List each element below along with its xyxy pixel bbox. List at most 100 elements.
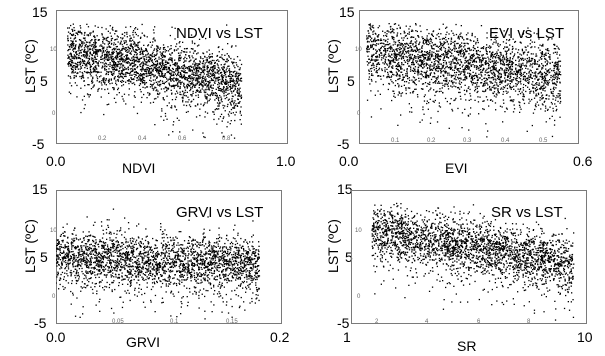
scatter-point bbox=[529, 100, 531, 102]
scatter-point bbox=[131, 82, 133, 85]
x-minor-tick-label: 0.2 bbox=[98, 136, 107, 142]
scatter-point bbox=[207, 80, 209, 83]
scatter-point bbox=[194, 74, 197, 77]
scatter-point bbox=[512, 38, 514, 40]
scatter-point bbox=[88, 58, 91, 61]
scatter-point bbox=[543, 101, 545, 103]
scatter-point bbox=[443, 75, 445, 77]
scatter-point bbox=[123, 100, 125, 102]
scatter-point bbox=[438, 90, 440, 93]
scatter-point bbox=[215, 108, 218, 110]
scatter-point bbox=[403, 32, 405, 34]
scatter-point bbox=[155, 64, 157, 66]
scatter-point bbox=[223, 136, 225, 138]
scatter-point bbox=[369, 27, 371, 29]
scatter-point bbox=[495, 87, 497, 89]
scatter-point bbox=[139, 79, 141, 81]
scatter-point bbox=[478, 58, 480, 60]
scatter-point bbox=[545, 107, 547, 109]
scatter-point bbox=[236, 91, 238, 93]
scatter-point bbox=[78, 46, 80, 49]
scatter-point bbox=[89, 94, 91, 96]
scatter-point bbox=[483, 57, 485, 59]
scatter-point bbox=[142, 86, 144, 88]
scatter-point bbox=[457, 62, 459, 65]
scatter-point bbox=[402, 76, 404, 78]
scatter-point bbox=[224, 74, 227, 76]
scatter-point bbox=[144, 83, 146, 86]
scatter-point bbox=[504, 85, 507, 87]
scatter-point bbox=[119, 60, 121, 62]
scatter-point bbox=[175, 65, 177, 67]
scatter-point bbox=[157, 69, 159, 72]
scatter-point bbox=[101, 65, 104, 67]
scatter-point bbox=[397, 94, 399, 96]
scatter-point bbox=[138, 61, 140, 63]
scatter-point bbox=[71, 59, 73, 62]
scatter-point bbox=[424, 56, 427, 59]
scatter-point bbox=[536, 83, 538, 86]
scatter-point bbox=[553, 67, 555, 70]
scatter-point bbox=[469, 58, 471, 60]
scatter-point bbox=[141, 67, 144, 69]
scatter-point bbox=[77, 68, 79, 70]
scatter-point bbox=[458, 88, 461, 90]
scatter-point bbox=[426, 37, 428, 39]
scatter-point bbox=[519, 92, 522, 95]
scatter-point bbox=[517, 93, 519, 96]
scatter-point bbox=[455, 74, 457, 76]
scatter-point bbox=[159, 64, 161, 66]
scatter-point bbox=[195, 71, 197, 73]
scatter-point bbox=[417, 53, 419, 56]
scatter-point bbox=[223, 116, 225, 118]
scatter-point bbox=[96, 49, 99, 51]
scatter-point bbox=[103, 77, 105, 79]
scatter-point bbox=[70, 24, 72, 27]
scatter-point bbox=[156, 83, 159, 85]
scatter-point bbox=[467, 43, 469, 45]
scatter-point bbox=[398, 62, 400, 64]
scatter-point bbox=[372, 47, 375, 50]
scatter-point bbox=[472, 71, 474, 73]
scatter-point bbox=[217, 80, 219, 82]
scatter-point bbox=[407, 52, 410, 54]
scatter-point bbox=[198, 78, 200, 80]
scatter-point bbox=[530, 46, 532, 49]
scatter-point bbox=[119, 53, 121, 55]
scatter-point bbox=[498, 69, 501, 71]
scatter-point bbox=[391, 67, 393, 69]
scatter-point bbox=[462, 53, 464, 55]
scatter-point bbox=[149, 93, 151, 95]
scatter-point bbox=[108, 51, 110, 53]
scatter-point bbox=[438, 28, 441, 30]
scatter-point bbox=[502, 121, 504, 123]
scatter-point bbox=[435, 91, 437, 93]
scatter-point bbox=[150, 77, 152, 79]
scatter-point bbox=[88, 45, 90, 47]
scatter-point bbox=[187, 79, 189, 82]
scatter-point bbox=[78, 46, 80, 48]
scatter-point bbox=[107, 40, 109, 43]
scatter-point bbox=[164, 55, 166, 57]
scatter-point bbox=[451, 49, 454, 51]
y-minor-tick-label: 10 bbox=[50, 47, 57, 53]
scatter-point bbox=[484, 71, 486, 73]
scatter-point bbox=[485, 69, 487, 72]
scatter-point bbox=[411, 79, 413, 81]
scatter-point bbox=[95, 52, 97, 54]
scatter-point bbox=[382, 75, 385, 77]
scatter-point bbox=[138, 74, 140, 76]
scatter-point bbox=[191, 100, 193, 102]
scatter-point bbox=[481, 79, 483, 81]
scatter-point bbox=[455, 97, 457, 100]
scatter-point bbox=[230, 79, 232, 81]
scatter-point bbox=[482, 85, 484, 87]
scatter-point bbox=[111, 64, 113, 66]
scatter-point bbox=[134, 96, 136, 98]
scatter-point bbox=[122, 65, 125, 67]
scatter-point bbox=[497, 88, 499, 90]
scatter-point bbox=[410, 40, 413, 42]
scatter-point bbox=[412, 59, 415, 61]
scatter-point bbox=[546, 81, 548, 84]
scatter-point bbox=[554, 103, 556, 105]
